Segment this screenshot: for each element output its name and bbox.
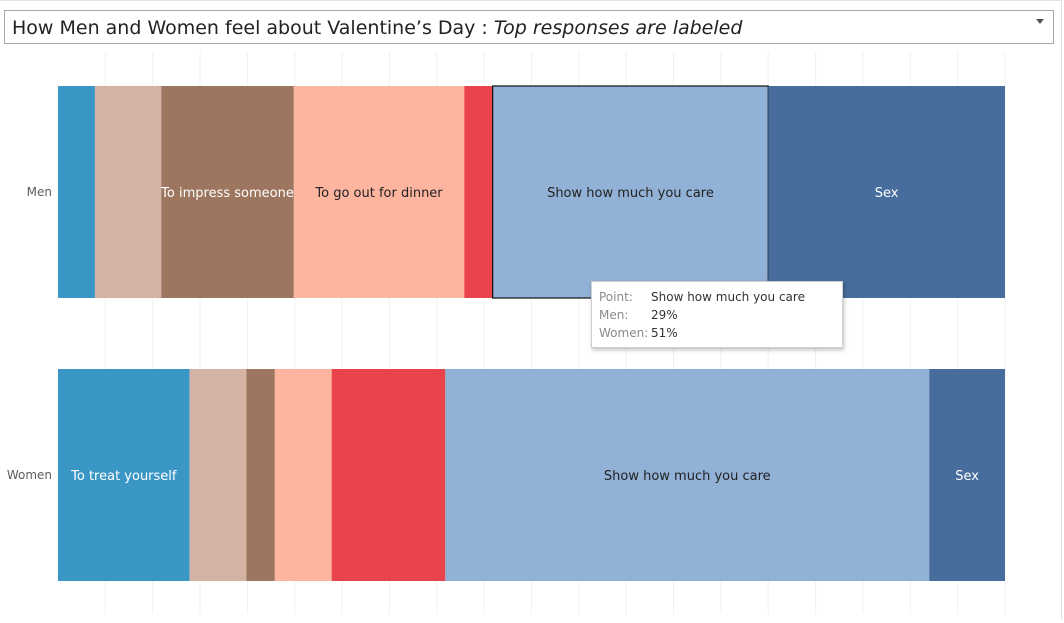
bar-label-men-light-blue: Show how much you care [547, 186, 714, 201]
bar-men-brown[interactable] [161, 86, 294, 298]
chart-title-main: How Men and Women feel about Valentine’s… [12, 17, 494, 39]
right-border [1061, 0, 1062, 620]
bar-women-blue[interactable] [58, 369, 190, 581]
chart-title: How Men and Women feel about Valentine’s… [12, 17, 742, 39]
bar-women-light-blue[interactable] [445, 369, 930, 581]
tooltip-women-value: 51% [651, 326, 678, 340]
bar-label-women-light-blue: Show how much you care [604, 469, 771, 484]
tooltip-point-value: Show how much you care [651, 290, 805, 304]
tooltip-women-key: Women: [599, 326, 649, 340]
row-labels: Men Women [7, 185, 52, 482]
bar-label-men-brown: To impress someone [160, 186, 294, 201]
bar-men-tan[interactable] [94, 86, 162, 298]
bar-label-women-blue: To treat yourself [70, 469, 177, 484]
bar-label-women-dark-blue: Sex [955, 469, 979, 484]
tooltip-men-key: Men: [599, 308, 629, 322]
bar-women-dark-blue[interactable] [929, 369, 1005, 581]
bar-men-red[interactable] [464, 86, 493, 298]
bar-men-blue[interactable] [58, 86, 95, 298]
chart-title-subtitle: Top responses are labeled [493, 17, 743, 39]
row-label-women: Women [7, 468, 52, 482]
tooltip: Point: Show how much you care Men: 29% Wom… [591, 281, 843, 348]
row-label-men: Men [27, 185, 52, 199]
tooltip-point-key: Point: [599, 290, 633, 304]
tooltip-women-row: Women: 51% [599, 326, 678, 342]
bar-women-red[interactable] [331, 369, 446, 581]
bar-men-dark-blue[interactable] [768, 86, 1005, 298]
bar-women-brown[interactable] [246, 369, 275, 581]
tooltip-men-row: Men: 29% [599, 308, 678, 324]
bar-women-peach[interactable] [274, 369, 332, 581]
tooltip-point-row: Point: Show how much you care [599, 290, 805, 306]
bar-women-tan[interactable] [189, 369, 247, 581]
top-border [0, 0, 1062, 1]
bar-men-peach[interactable] [293, 86, 465, 298]
bar-label-men-peach: To go out for dinner [314, 186, 443, 201]
chevron-down-icon[interactable] [1036, 19, 1044, 24]
title-dropdown[interactable]: How Men and Women feel about Valentine’s… [4, 10, 1054, 44]
tooltip-men-value: 29% [651, 308, 678, 322]
bar-label-men-dark-blue: Sex [875, 186, 899, 201]
bars: To impress someone To go out for dinner Sh… [58, 85, 1005, 581]
